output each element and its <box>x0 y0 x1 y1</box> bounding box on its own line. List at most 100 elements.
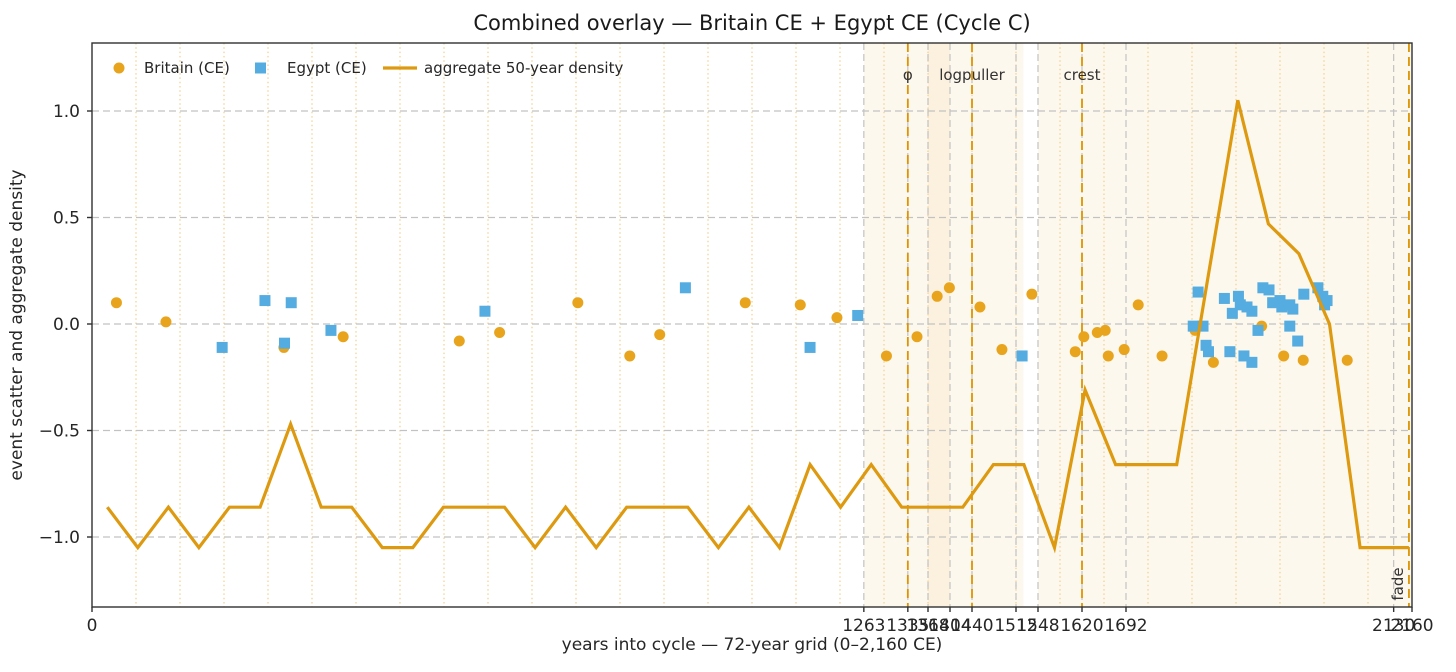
egypt-point <box>1200 339 1212 351</box>
britain-point <box>943 282 955 294</box>
britain-point <box>996 344 1008 356</box>
egypt-point <box>1298 288 1310 300</box>
britain-point <box>654 329 666 341</box>
legend-egypt-marker-icon <box>255 62 266 74</box>
egypt-point <box>479 305 491 317</box>
axes-spines <box>91 42 1413 608</box>
egypt-point <box>1246 305 1258 317</box>
britain-point <box>880 350 892 362</box>
egypt-point <box>1238 350 1250 362</box>
britain-point <box>1207 356 1219 368</box>
britain-point <box>1278 350 1290 362</box>
egypt-point <box>679 282 691 294</box>
egypt-point <box>1292 335 1304 347</box>
egypt-point <box>1312 282 1324 294</box>
britain-point <box>1118 344 1130 356</box>
egypt-point <box>279 337 290 349</box>
egypt-point <box>259 295 271 307</box>
x-tick-label: 1548 <box>1016 616 1059 636</box>
shaded-span <box>863 43 1024 607</box>
egypt-point <box>1203 346 1214 358</box>
egypt-point <box>1226 307 1238 319</box>
britain-point <box>110 297 122 309</box>
x-tick-label: 1335 <box>886 616 929 636</box>
britain-point <box>911 331 923 343</box>
x-tick-label: 1512 <box>994 616 1037 636</box>
x-tick-label: 1692 <box>1104 616 1147 636</box>
x-tick-label: 0 <box>87 616 98 636</box>
egypt-point <box>1287 303 1299 315</box>
egypt-point <box>1197 320 1209 332</box>
legend-egypt-label: Egypt (CE) <box>287 59 367 77</box>
egypt-point <box>325 324 337 336</box>
britain-point <box>1099 324 1111 336</box>
britain-point <box>1297 354 1309 366</box>
scatter-points <box>110 282 1353 368</box>
chart-title: Combined overlay — Britain CE + Egypt CE… <box>473 11 1030 35</box>
britain-point <box>931 290 943 302</box>
egypt-point <box>852 309 864 321</box>
britain-point <box>794 299 806 311</box>
density-line <box>106 99 1409 554</box>
marker-label-logpuller: logpuller <box>939 66 1005 84</box>
marker-label-φ: φ <box>903 66 913 84</box>
x-tick-label: 1263 <box>842 616 885 636</box>
britain-point <box>1341 354 1353 366</box>
legend: Britain (CE) Egypt (CE) aggregate 50-yea… <box>113 59 623 77</box>
y-tick-label: 0.5 <box>53 209 80 229</box>
axes-frame <box>91 42 1413 608</box>
egypt-point <box>804 341 816 353</box>
egypt-point <box>1187 320 1199 332</box>
egypt-point <box>1274 295 1286 307</box>
britain-point <box>160 316 172 328</box>
legend-density-label: aggregate 50-year density <box>424 59 623 77</box>
marker-label-crest: crest <box>1063 66 1100 84</box>
aggregate-density-line <box>106 99 1409 554</box>
legend-britain-marker-icon <box>113 62 125 74</box>
egypt-point <box>1257 282 1269 294</box>
egypt-point <box>1234 299 1246 311</box>
egypt-point <box>1263 284 1275 296</box>
britain-point <box>1102 350 1114 362</box>
shaded-span <box>1038 43 1412 607</box>
egypt-point <box>1246 356 1258 368</box>
legend-britain-label: Britain (CE) <box>144 59 230 77</box>
britain-point <box>1132 299 1144 311</box>
britain-point <box>453 335 465 347</box>
event-marker-lines <box>906 43 1410 607</box>
x-axis-label: years into cycle — 72-year grid (0–2,160… <box>562 635 943 655</box>
britain-point <box>1156 350 1168 362</box>
x-tick-label: 1368 <box>906 616 949 636</box>
britain-point <box>739 297 751 309</box>
egypt-point <box>1252 324 1264 336</box>
x-tick-label: 2130 <box>1372 616 1415 636</box>
marker-label-fade: fade <box>1389 567 1407 600</box>
shaded-spans <box>863 43 1412 607</box>
egypt-point <box>216 341 228 353</box>
y-axis-label: event scatter and aggregate density <box>7 169 27 480</box>
x-tick-label: 1440 <box>950 616 993 636</box>
egypt-point <box>1319 299 1331 311</box>
egypt-point <box>1276 301 1288 313</box>
egypt-point <box>285 297 297 309</box>
britain-point <box>1069 346 1081 358</box>
y-tick-label: 1.0 <box>53 102 80 122</box>
britain-point <box>624 350 636 362</box>
y-tick-label: −1.0 <box>39 528 80 548</box>
egypt-point <box>1224 346 1236 358</box>
egypt-point <box>1267 297 1279 309</box>
egypt-point <box>1232 290 1244 302</box>
x-tick-label: 2160 <box>1390 616 1433 636</box>
egypt-point <box>1284 320 1296 332</box>
britain-point <box>572 297 584 309</box>
x-tick-label: 1620 <box>1060 616 1103 636</box>
egypt-point <box>1218 292 1230 304</box>
britain-point <box>1026 288 1038 300</box>
britain-point <box>1078 331 1090 343</box>
britain-point <box>337 331 349 343</box>
egypt-point <box>1016 350 1028 362</box>
shaded-span <box>928 43 950 607</box>
